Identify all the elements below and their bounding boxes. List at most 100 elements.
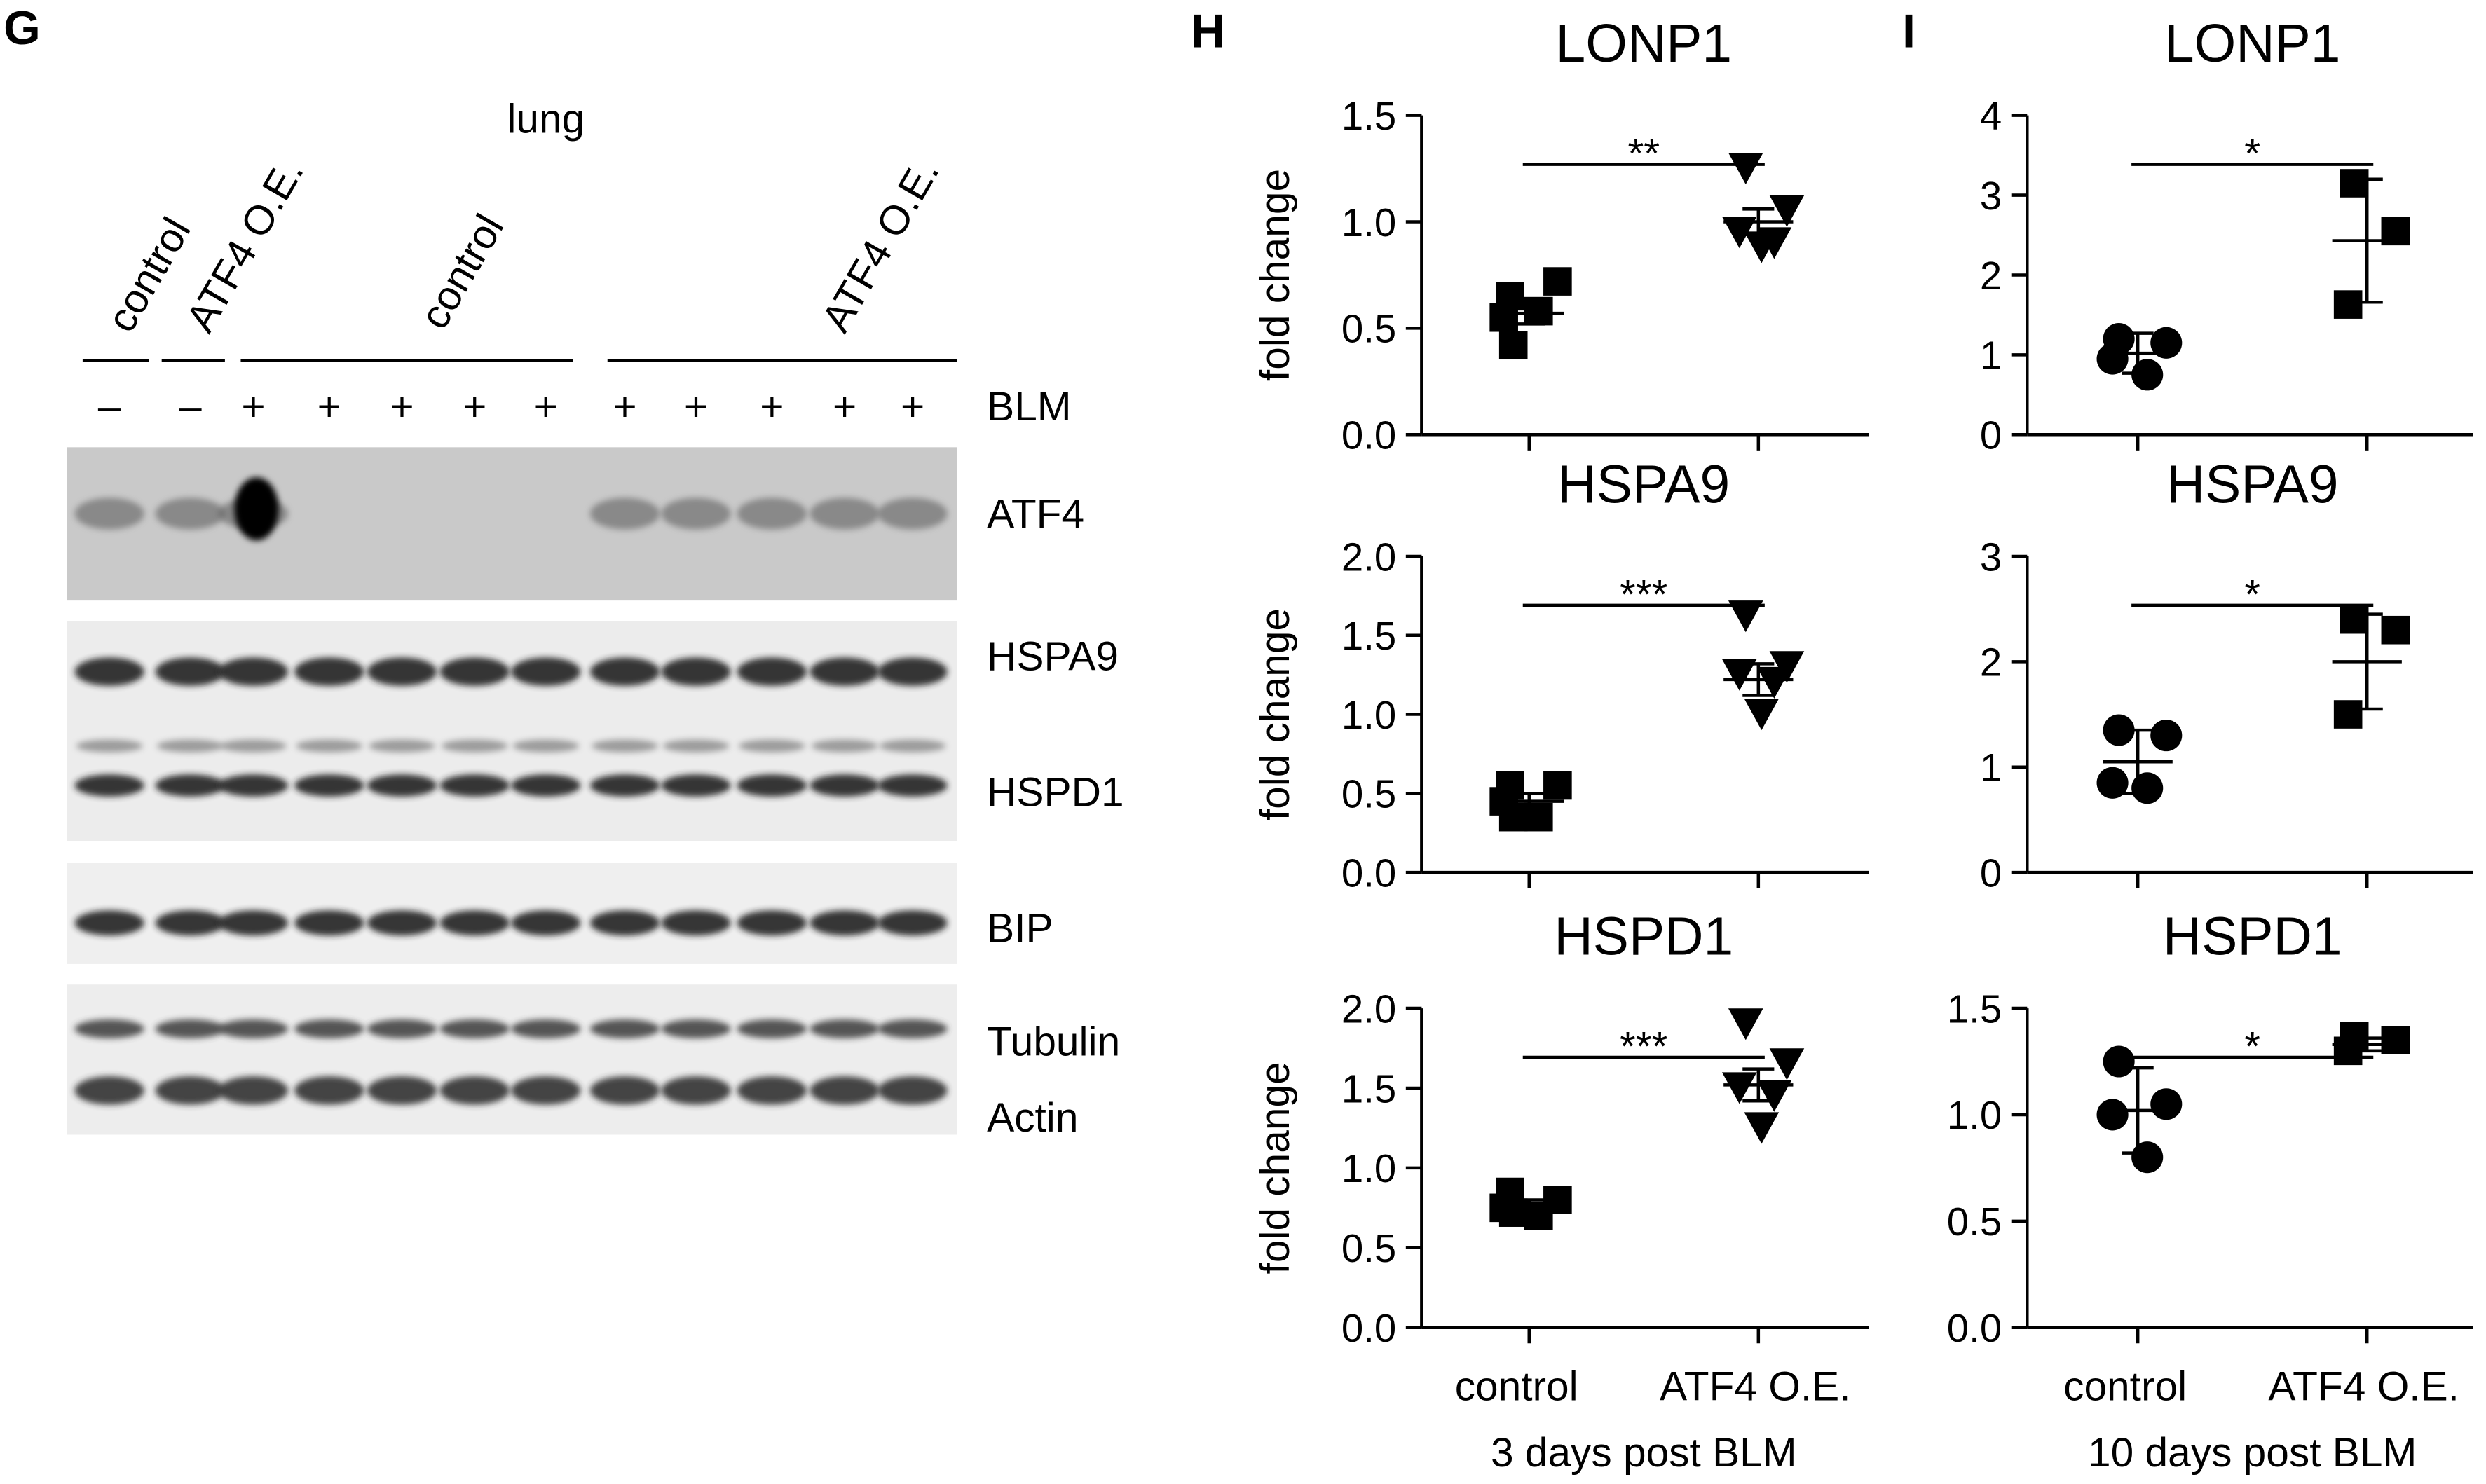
band (74, 1076, 144, 1105)
band (155, 774, 225, 797)
data-point (2340, 605, 2369, 634)
group-label: ATF4 O.E. (813, 151, 948, 340)
y-tick-label: 0 (1980, 413, 2002, 458)
blm-sign: + (390, 384, 414, 430)
significance-label: ** (1627, 131, 1660, 177)
data-point (2333, 700, 2363, 729)
panel-label: G (4, 2, 41, 55)
y-axis-label: fold change (1252, 1062, 1298, 1274)
band (877, 657, 948, 686)
band (439, 1019, 510, 1038)
data-point (1769, 195, 1805, 227)
band (661, 774, 731, 797)
band (294, 774, 364, 797)
significance-label: *** (1620, 572, 1667, 617)
data-point (2150, 720, 2183, 752)
band (737, 1076, 807, 1105)
band (589, 774, 660, 797)
band (155, 1019, 225, 1038)
data-point (2381, 1026, 2410, 1054)
significance-label: *** (1620, 1024, 1667, 1070)
band (811, 739, 878, 753)
band (737, 657, 807, 686)
band-label: ATF4 (987, 491, 1084, 537)
data-point (1744, 231, 1780, 263)
data-point (1543, 771, 1572, 800)
blot-membrane (67, 621, 957, 841)
x-tick-label: control (2063, 1363, 2187, 1409)
band (156, 739, 224, 753)
data-point (1728, 1008, 1763, 1040)
band (589, 1076, 660, 1105)
band (294, 657, 364, 686)
band (367, 1019, 437, 1038)
band (218, 1019, 289, 1038)
band (877, 497, 948, 530)
y-tick-label: 0.0 (1341, 413, 1396, 458)
group-label: ATF4 O.E. (177, 151, 313, 340)
band (367, 910, 437, 936)
y-tick-label: 0.0 (1947, 1306, 2002, 1350)
panel-label: I (1902, 6, 1915, 58)
data-point (1498, 331, 1528, 360)
band (369, 739, 435, 753)
band (439, 910, 510, 936)
y-tick-label: 0.5 (1947, 1200, 2002, 1244)
band (511, 1076, 581, 1105)
band (439, 657, 510, 686)
y-tick-label: 0.0 (1341, 851, 1396, 895)
band (737, 1019, 807, 1038)
band (662, 739, 730, 753)
band-label: Tubulin (987, 1019, 1120, 1065)
data-point (2096, 1099, 2129, 1131)
band (74, 497, 144, 530)
band (661, 910, 731, 936)
blm-sign: – (98, 384, 121, 430)
chart-title: LONP1 (2164, 14, 2340, 74)
y-tick-label: 2.0 (1341, 535, 1396, 579)
band-label: BIP (987, 905, 1053, 951)
data-point (2333, 290, 2363, 319)
data-point (2340, 169, 2369, 198)
band (367, 1076, 437, 1105)
panel-label: H (1191, 6, 1225, 58)
band (512, 739, 580, 753)
y-tick-label: 0.5 (1341, 772, 1396, 816)
band (74, 657, 144, 686)
x-tick-label: ATF4 O.E. (1660, 1363, 1851, 1409)
band (737, 497, 807, 530)
y-tick-label: 1.0 (1947, 1093, 2002, 1137)
significance-label: * (2244, 1024, 2260, 1070)
band (737, 774, 807, 797)
band (810, 774, 880, 797)
data-point (1728, 600, 1763, 633)
y-tick-label: 1.5 (1341, 1066, 1396, 1111)
band (155, 497, 225, 530)
band (218, 910, 289, 936)
band (589, 497, 660, 530)
band (810, 657, 880, 686)
chart-title: HSPA9 (2166, 455, 2339, 514)
band (74, 1019, 144, 1038)
band (294, 1019, 364, 1038)
band (155, 910, 225, 936)
y-tick-label: 0.5 (1341, 1226, 1396, 1270)
band (511, 1019, 581, 1038)
blot-membrane (67, 984, 957, 1135)
band (877, 910, 948, 936)
data-point (1769, 1048, 1805, 1080)
data-point (1756, 1080, 1792, 1112)
data-point (1744, 1112, 1780, 1144)
significance-label: * (2244, 572, 2260, 617)
band (367, 774, 437, 797)
y-tick-label: 1.0 (1341, 1146, 1396, 1190)
chart-title: HSPD1 (1554, 907, 1733, 966)
x-axis-label: 10 days post BLM (2088, 1430, 2417, 1476)
data-point (1721, 1072, 1757, 1104)
band (879, 739, 946, 753)
band (296, 739, 363, 753)
band (661, 657, 731, 686)
band (810, 910, 880, 936)
chart-title: HSPA9 (1557, 455, 1730, 514)
blm-label: BLM (987, 384, 1072, 430)
